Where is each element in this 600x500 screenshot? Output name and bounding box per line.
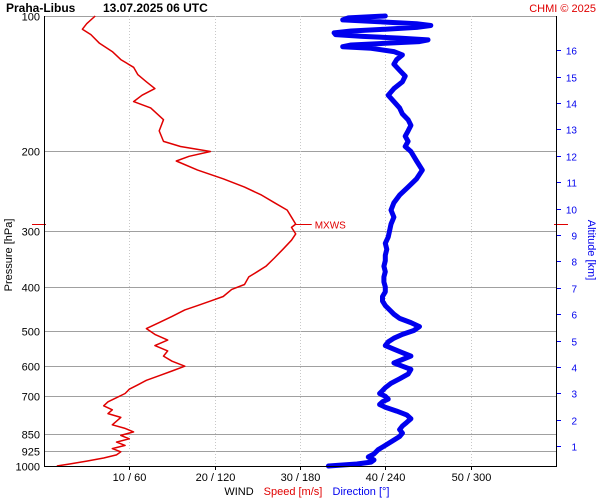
altitude-tick-label: 2 <box>571 417 577 428</box>
altitude-tick-label: 6 <box>571 311 577 322</box>
altitude-tick-label: 4 <box>571 364 577 375</box>
wind-label: WIND <box>224 486 253 498</box>
pressure-tick-label: 925 <box>22 447 40 459</box>
pressure-tick-label: 850 <box>22 430 40 442</box>
pressure-tick-label: 500 <box>22 327 40 339</box>
mxws-label: MXWS <box>315 221 346 232</box>
copyright-text: CHMI © 2025 <box>529 3 596 15</box>
altitude-tick-label: 8 <box>571 258 577 269</box>
altitude-tick-label: 10 <box>566 206 578 217</box>
speed-label: Speed [m/s] <box>264 486 323 498</box>
pressure-axis-title: Pressure [hPa] <box>3 219 15 292</box>
altitude-tick-label: 5 <box>571 338 577 349</box>
altitude-tick-label: 11 <box>567 179 578 190</box>
pressure-tick-label: 400 <box>22 283 40 295</box>
altitude-tick-label: 1 <box>571 443 577 454</box>
altitude-tick-label: 9 <box>571 232 577 243</box>
speed-series-line <box>56 15 297 467</box>
x-tick-label: 40 / 240 <box>366 472 406 484</box>
station-name: Praha-Libus <box>6 1 76 15</box>
altitude-tick-label: 15 <box>566 74 578 85</box>
pressure-tick-label: 600 <box>22 362 40 374</box>
altitude-axis-title: Altitude [km] <box>585 220 597 281</box>
altitude-tick-label: 13 <box>566 126 578 137</box>
series <box>56 13 434 469</box>
sounding-datetime: 13.07.2025 06 UTC <box>103 1 208 15</box>
pressure-tick-label: 700 <box>22 392 40 404</box>
x-axis: 10 / 60 20 / 120 30 / 180 40 / 240 50 / 300 <box>113 466 492 484</box>
pressure-axis: 100 200 300 400 500 600 700 850 925 1000 <box>16 12 40 474</box>
pressure-tick-label: 200 <box>22 147 40 159</box>
x-tick-label: 50 / 300 <box>452 472 492 484</box>
pressure-tick-label: 100 <box>22 12 40 24</box>
x-tick-label: 20 / 120 <box>196 472 236 484</box>
altitude-tick-label: 3 <box>571 390 577 401</box>
grid <box>44 16 556 466</box>
pressure-tick-label: 300 <box>22 227 40 239</box>
x-tick-label: 10 / 60 <box>113 472 147 484</box>
direction-label: Direction [°] <box>333 486 390 498</box>
altitude-tick-label: 12 <box>566 153 578 164</box>
pressure-tick-label: 1000 <box>16 462 40 474</box>
altitude-tick-label: 16 <box>566 47 578 58</box>
direction-series-line <box>325 13 434 469</box>
x-tick-label: 30 / 180 <box>281 472 321 484</box>
altitude-tick-label: 7 <box>571 285 577 296</box>
altitude-tick-label: 14 <box>566 100 578 111</box>
